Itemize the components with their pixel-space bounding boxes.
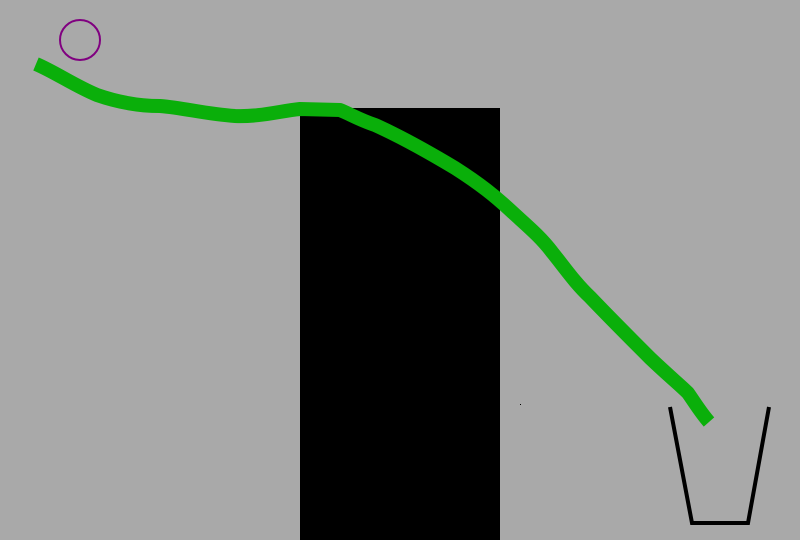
goal-cup-icon: [668, 406, 771, 525]
stray-pixel: [520, 404, 521, 405]
ball-icon: [59, 19, 101, 61]
drawn-green-line[interactable]: [33, 57, 715, 427]
